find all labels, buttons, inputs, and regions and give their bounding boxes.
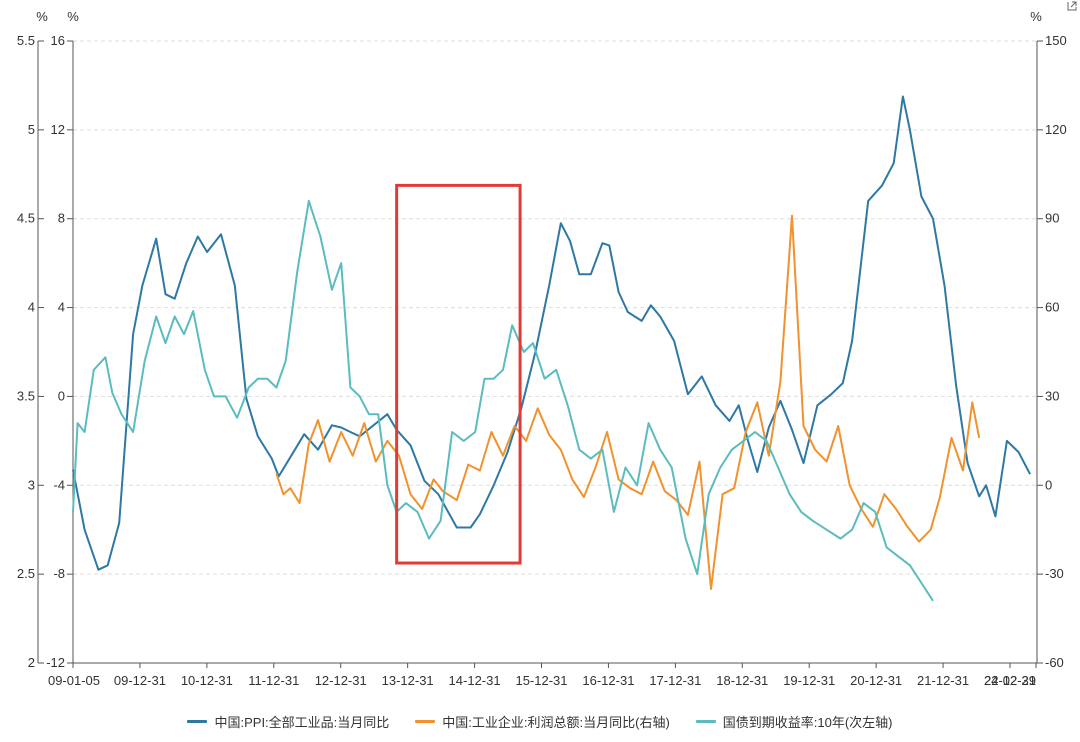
inner-tick-label-1: -8	[53, 566, 65, 581]
legend-item-bond[interactable]: 国债到期收益率:10年(次左轴)	[695, 712, 893, 731]
x-tick-label-7: 15-12-31	[515, 673, 567, 688]
unit-label-inner: %	[67, 9, 79, 24]
x-tick-label-13: 21-12-31	[917, 673, 969, 688]
series-layer	[72, 95, 1031, 602]
x-tick-label-8: 16-12-31	[582, 673, 634, 688]
x-tick-label-6: 14-12-31	[449, 673, 501, 688]
inner-tick-label-0: -12	[46, 655, 65, 670]
x-tick-label-4: 12-12-31	[315, 673, 367, 688]
highlight-overlay	[395, 183, 522, 565]
legend: 中国:PPI:全部工业品:当月同比 中国:工业企业:利润总额:当月同比(右轴) …	[0, 712, 1080, 731]
x-tick-label-15: 24-02-29	[984, 673, 1036, 688]
x-tick-label-9: 17-12-31	[649, 673, 701, 688]
highlight-box	[395, 183, 522, 565]
outer-tick-label-2: 3	[28, 477, 35, 492]
outer-tick-label-5: 4.5	[17, 211, 35, 226]
inner-tick-label-2: -4	[53, 477, 65, 492]
legend-swatch-profit	[415, 720, 436, 723]
right-tick-label-3: 30	[1045, 388, 1059, 403]
series-line-0	[72, 95, 1031, 571]
x-tick-label-1: 09-12-31	[114, 673, 166, 688]
x-tick-label-5: 13-12-31	[382, 673, 434, 688]
legend-swatch-bond	[695, 720, 716, 723]
legend-label-bond: 国债到期收益率:10年(次左轴)	[722, 715, 893, 730]
legend-label-ppi: 中国:PPI:全部工业品:当月同比	[214, 715, 390, 730]
x-tick-label-3: 11-12-31	[248, 673, 299, 688]
legend-label-profit: 中国:工业企业:利润总额:当月同比(右轴)	[442, 715, 670, 730]
outer-tick-label-0: 2	[28, 655, 35, 670]
inner-tick-label-6: 12	[51, 122, 65, 137]
right-tick-label-0: -60	[1045, 655, 1064, 670]
right-tick-label-7: 150	[1045, 33, 1067, 48]
right-tick-label-4: 60	[1045, 300, 1059, 315]
outer-tick-label-4: 4	[28, 300, 35, 315]
unit-label-right: %	[1030, 9, 1042, 24]
legend-item-ppi[interactable]: 中国:PPI:全部工业品:当月同比	[187, 712, 389, 731]
inner-tick-label-5: 8	[58, 211, 65, 226]
outer-tick-label-7: 5.5	[17, 33, 35, 48]
series-line-1	[275, 214, 981, 590]
x-tick-label-11: 19-12-31	[783, 673, 835, 688]
inner-tick-label-7: 16	[51, 33, 65, 48]
right-tick-label-1: -30	[1045, 566, 1064, 581]
right-tick-label-6: 120	[1045, 122, 1067, 137]
unit-label-outer: %	[36, 9, 48, 24]
legend-item-profit[interactable]: 中国:工业企业:利润总额:当月同比(右轴)	[415, 712, 670, 731]
x-tick-label-12: 20-12-31	[850, 673, 902, 688]
legend-swatch-ppi	[187, 720, 208, 723]
x-tick-label-10: 18-12-31	[716, 673, 768, 688]
axes: -12 -8 -4 0 4 8 12 16 2 2.5 3 3.5 4 4.5 5 5.5 -60 -30 0 30 6…	[17, 9, 1067, 688]
gridlines	[73, 40, 1037, 575]
series-line-2	[72, 199, 934, 602]
x-tick-label-2: 10-12-31	[181, 673, 233, 688]
right-tick-label-5: 90	[1045, 211, 1059, 226]
outer-tick-label-3: 3.5	[17, 388, 35, 403]
inner-tick-label-4: 4	[58, 300, 65, 315]
inner-tick-label-3: 0	[58, 388, 65, 403]
outer-tick-label-1: 2.5	[17, 566, 35, 581]
x-tick-label-14: 22-12-31	[984, 673, 1036, 688]
x-tick-label-0: 09-01-05	[48, 673, 100, 688]
external-link-icon[interactable]	[1066, 0, 1078, 12]
outer-tick-label-6: 5	[28, 122, 35, 137]
right-tick-label-2: 0	[1045, 477, 1052, 492]
